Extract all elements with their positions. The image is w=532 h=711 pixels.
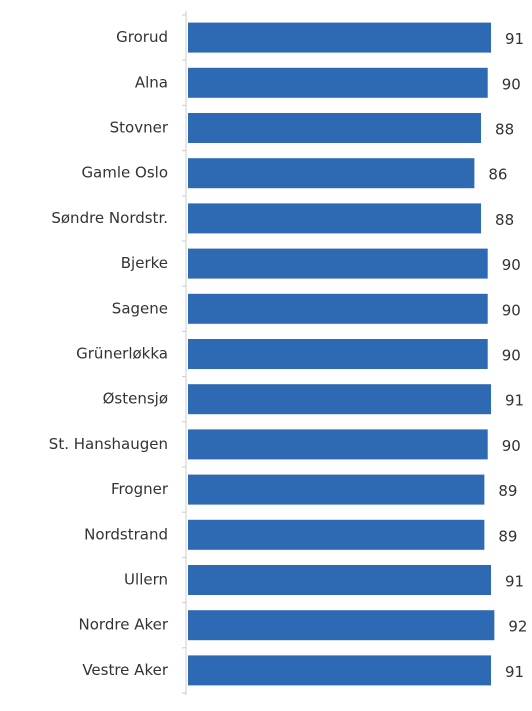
category-label: Ullern — [124, 571, 168, 589]
value-label: 90 — [502, 437, 521, 455]
category-label: Stovner — [110, 119, 169, 137]
value-label: 90 — [502, 301, 521, 319]
value-label: 89 — [498, 527, 517, 545]
category-label: St. Hanshaugen — [49, 435, 168, 453]
category-label: Grorud — [116, 28, 168, 46]
bar — [188, 474, 485, 505]
category-label: Søndre Nordstr. — [51, 209, 168, 227]
category-label: Frogner — [111, 480, 169, 498]
bar — [188, 565, 492, 595]
value-label: 91 — [505, 573, 524, 591]
category-label: Østensjø — [103, 390, 168, 408]
bar — [188, 248, 488, 279]
bar — [188, 429, 488, 460]
value-label: 90 — [502, 256, 521, 274]
category-label: Vestre Aker — [82, 661, 168, 679]
category-label: Alna — [135, 73, 168, 91]
category-label: Nordstrand — [84, 525, 168, 543]
category-label: Nordre Aker — [79, 616, 169, 634]
category-label: Gamle Oslo — [81, 164, 168, 182]
bar — [188, 67, 488, 98]
category-label: Sagene — [112, 299, 168, 317]
value-label: 88 — [495, 121, 514, 139]
value-label: 91 — [505, 392, 524, 410]
bar — [188, 113, 482, 143]
bar — [188, 293, 488, 324]
category-label: Bjerke — [121, 254, 168, 272]
bar — [188, 22, 492, 53]
value-label: 86 — [488, 166, 507, 184]
value-label: 89 — [498, 482, 517, 500]
value-label: 90 — [502, 75, 521, 93]
bar — [188, 339, 488, 369]
value-label: 90 — [502, 347, 521, 365]
value-label: 91 — [505, 30, 524, 48]
category-label: Grünerløkka — [76, 345, 168, 363]
value-label: 88 — [495, 211, 514, 229]
bar — [188, 519, 485, 550]
value-label: 91 — [505, 663, 524, 681]
bar — [188, 384, 492, 415]
value-label: 92 — [508, 618, 527, 636]
bar — [188, 158, 475, 189]
bar — [188, 203, 482, 234]
bar — [188, 655, 492, 686]
bar — [188, 610, 495, 641]
